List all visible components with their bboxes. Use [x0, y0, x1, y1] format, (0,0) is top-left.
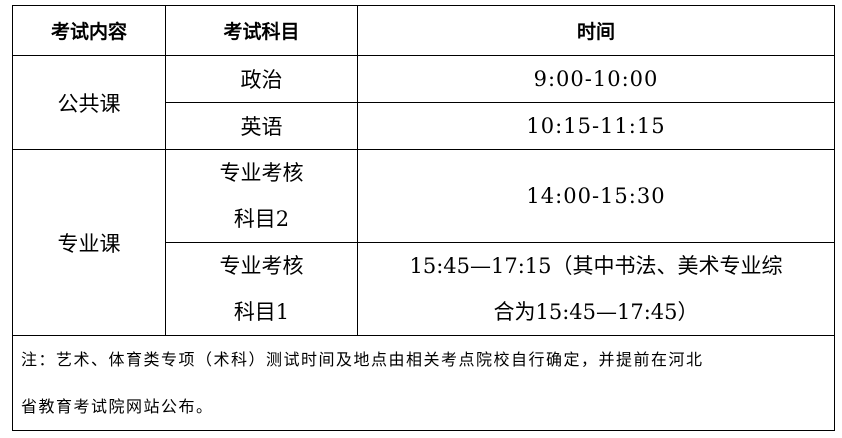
time-cell: 9:00-10:00: [357, 55, 835, 103]
table-row: 专业考核 科目1 15:45—17:15（其中书法、美术专业综 合为15:45—…: [13, 242, 835, 336]
note-line: 省教育考试院网站公布。: [21, 397, 214, 416]
subject-line: 科目1: [233, 300, 290, 324]
time-cell: 14:00-15:30: [357, 149, 835, 243]
subject-cell: 政治: [165, 55, 358, 103]
time-cell: 10:15-11:15: [357, 102, 835, 150]
time-line: 15:45—17:15（其中书法、美术专业综: [409, 254, 783, 278]
subject-line: 专业考核: [219, 161, 304, 185]
note-line: 注：艺术、体育类专项（术科）测试时间及地点由相关考点院校自行确定，并提前在河北: [21, 350, 704, 369]
subject-cell: 专业考核 科目2: [165, 149, 358, 243]
table-row: 英语 10:15-11:15: [13, 102, 835, 150]
subject-cell: 英语: [165, 102, 358, 150]
table-row: 专业课 专业考核 科目2 14:00-15:30: [12, 149, 835, 336]
exam-schedule-table: 考试内容 考试科目 时间 公共课 政治 9:00-10:00 英语 10:15-…: [12, 5, 835, 431]
header-exam-subject: 考试科目: [165, 5, 358, 56]
note-row: 注：艺术、体育类专项（术科）测试时间及地点由相关考点院校自行确定，并提前在河北 …: [12, 335, 835, 431]
header-time: 时间: [357, 5, 835, 56]
group-major: 专业课: [12, 149, 166, 336]
group-public: 公共课: [12, 55, 166, 150]
subject-cell: 专业考核 科目1: [165, 242, 358, 336]
header-exam-content: 考试内容: [12, 5, 166, 56]
header-row: 考试内容 考试科目 时间: [12, 5, 835, 56]
time-line: 合为15:45—17:45）: [493, 300, 699, 324]
table-row: 公共课 政治 9:00-10:00: [12, 55, 835, 150]
subject-line: 科目2: [233, 207, 290, 231]
subject-line: 专业考核: [219, 254, 304, 278]
note-cell: 注：艺术、体育类专项（术科）测试时间及地点由相关考点院校自行确定，并提前在河北 …: [12, 335, 835, 431]
time-cell: 15:45—17:15（其中书法、美术专业综 合为15:45—17:45）: [357, 242, 835, 336]
